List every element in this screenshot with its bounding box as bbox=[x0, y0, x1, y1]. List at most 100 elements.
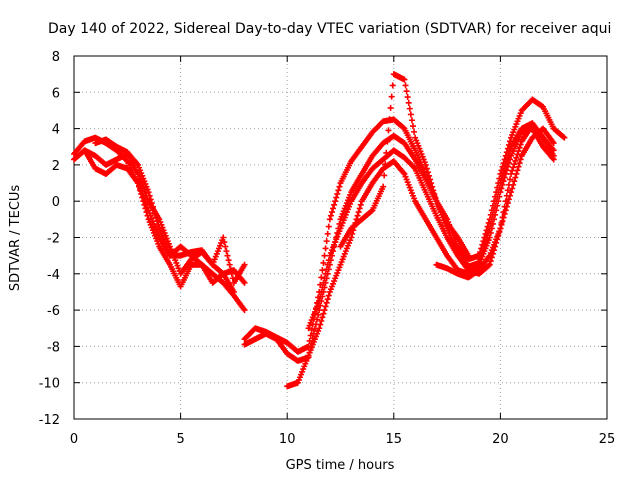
x-tick-label: 0 bbox=[70, 432, 78, 447]
data-point bbox=[504, 163, 511, 170]
data-point bbox=[497, 225, 504, 232]
data-point bbox=[429, 183, 436, 190]
data-point bbox=[502, 170, 509, 177]
data-point bbox=[486, 261, 493, 268]
data-point bbox=[500, 214, 507, 221]
data-point bbox=[320, 279, 327, 286]
data-point bbox=[405, 99, 412, 106]
data-point bbox=[400, 124, 407, 131]
data-point bbox=[139, 194, 146, 201]
data-point bbox=[334, 190, 341, 197]
data-point bbox=[403, 88, 410, 95]
data-point bbox=[381, 172, 388, 179]
data-point bbox=[321, 307, 328, 314]
data-point bbox=[491, 216, 498, 223]
data-point bbox=[485, 262, 492, 269]
x-axis-label: GPS time / hours bbox=[286, 458, 395, 473]
data-point bbox=[517, 156, 524, 163]
plot-frame bbox=[73, 55, 608, 420]
x-tick-label: 5 bbox=[176, 432, 184, 447]
data-point bbox=[402, 82, 409, 89]
data-point bbox=[327, 212, 334, 219]
data-point bbox=[427, 176, 434, 183]
data-point bbox=[514, 167, 521, 174]
data-point bbox=[430, 187, 437, 194]
data-point bbox=[320, 259, 327, 266]
data-point bbox=[496, 193, 503, 200]
data-point bbox=[487, 258, 494, 265]
y-tick-label: -6 bbox=[47, 304, 60, 319]
data-point bbox=[499, 181, 506, 188]
data-point bbox=[230, 288, 237, 295]
y-tick-label: -4 bbox=[47, 268, 60, 283]
data-point bbox=[432, 194, 439, 201]
data-point bbox=[497, 189, 504, 196]
data-point bbox=[221, 239, 228, 246]
data-point bbox=[325, 223, 332, 230]
data-point bbox=[503, 167, 510, 174]
data-point bbox=[560, 133, 567, 140]
data-point bbox=[326, 216, 333, 223]
data-point bbox=[499, 218, 506, 225]
data-point bbox=[314, 316, 321, 323]
data-point bbox=[487, 229, 494, 236]
data-point bbox=[152, 210, 159, 217]
data-point bbox=[224, 252, 231, 259]
data-point bbox=[321, 252, 328, 259]
data-point bbox=[323, 238, 330, 245]
data-point bbox=[504, 200, 511, 207]
data-point bbox=[330, 205, 337, 212]
data-point bbox=[500, 178, 507, 185]
data-point bbox=[323, 266, 330, 273]
data-point bbox=[411, 164, 418, 171]
data-point bbox=[319, 284, 326, 291]
data-point bbox=[489, 220, 496, 227]
data-point bbox=[319, 314, 326, 321]
data-point bbox=[348, 234, 355, 241]
data-point bbox=[512, 174, 519, 181]
x-tick-label: 25 bbox=[599, 432, 616, 447]
data-point bbox=[324, 230, 331, 237]
series-track-9 bbox=[337, 71, 472, 259]
data-point bbox=[506, 192, 513, 199]
data-point bbox=[153, 214, 160, 221]
data-point bbox=[355, 209, 362, 216]
data-point bbox=[409, 123, 416, 130]
data-point bbox=[389, 82, 396, 89]
data-point bbox=[509, 167, 516, 174]
data-point bbox=[354, 212, 361, 219]
data-point bbox=[513, 170, 520, 177]
y-tick-label: 6 bbox=[52, 86, 60, 101]
data-point bbox=[134, 180, 141, 187]
data-point bbox=[154, 218, 161, 225]
data-point bbox=[511, 178, 518, 185]
data-point bbox=[146, 192, 153, 199]
series-track-5 bbox=[241, 96, 568, 355]
data-point bbox=[386, 116, 393, 123]
data-point bbox=[498, 185, 505, 192]
data-point bbox=[318, 288, 325, 295]
data-point bbox=[486, 234, 493, 241]
data-point bbox=[317, 321, 324, 328]
data-point bbox=[506, 156, 513, 163]
data-point bbox=[155, 221, 162, 228]
x-tick-label: 15 bbox=[386, 432, 403, 447]
data-point bbox=[148, 200, 155, 207]
data-point bbox=[383, 149, 390, 156]
series-track-1 bbox=[71, 134, 248, 314]
data-point bbox=[317, 293, 324, 300]
series-track-3 bbox=[81, 147, 237, 295]
data-point bbox=[223, 248, 230, 255]
data-point bbox=[516, 144, 523, 151]
y-tick-label: 4 bbox=[52, 123, 60, 138]
data-point bbox=[149, 203, 156, 210]
data-point bbox=[404, 94, 411, 101]
data-point bbox=[318, 317, 325, 324]
data-point bbox=[508, 189, 515, 196]
data-point bbox=[335, 187, 342, 194]
data-point bbox=[514, 151, 521, 158]
data-point bbox=[428, 180, 435, 187]
data-point bbox=[494, 202, 501, 209]
data-point bbox=[316, 307, 323, 314]
